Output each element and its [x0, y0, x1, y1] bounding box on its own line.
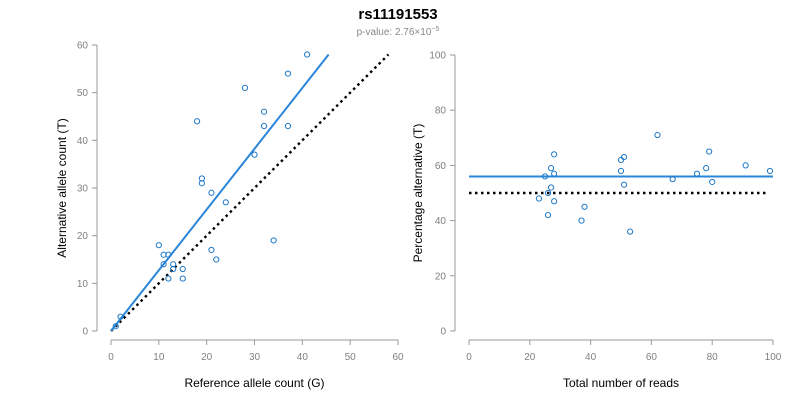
y-tick-label: 60 — [435, 161, 447, 172]
data-point — [620, 154, 628, 161]
x-tick-label: 40 — [297, 352, 309, 363]
data-point — [260, 122, 268, 130]
data-point — [709, 178, 716, 186]
data-point — [117, 313, 124, 320]
y-tick-label: 0 — [82, 327, 88, 338]
x-axis-title: Reference allele count (G) — [184, 376, 324, 390]
x-tick-label: 30 — [249, 352, 261, 363]
data-point — [208, 189, 215, 196]
x-tick-label: 60 — [646, 352, 658, 363]
data-point — [155, 242, 162, 249]
reference-line — [110, 53, 390, 332]
data-point — [669, 176, 676, 183]
x-tick-label: 60 — [392, 352, 404, 363]
x-tick-label: 20 — [201, 352, 213, 363]
data-point — [627, 228, 634, 235]
data-point — [198, 180, 205, 187]
fit-line — [110, 53, 330, 332]
x-tick-label: 100 — [765, 352, 782, 363]
data-point — [241, 84, 249, 92]
x-tick-label: 40 — [585, 352, 597, 363]
data-point — [208, 246, 215, 254]
y-tick-label: 0 — [440, 327, 446, 338]
pvalue-exponent: −5 — [431, 26, 439, 33]
data-point — [213, 256, 220, 263]
data-point — [578, 217, 585, 224]
pvalue-text: p-value: 2.76×10 — [357, 27, 432, 38]
y-axis-title: Alternative allele count (T) — [55, 118, 69, 257]
data-point — [766, 167, 774, 175]
data-point — [194, 118, 201, 125]
data-point — [551, 198, 558, 205]
data-point — [706, 148, 713, 155]
data-point — [703, 165, 710, 172]
data-point — [544, 211, 552, 219]
pvalue-label: p-value: 2.76×10−5 — [357, 26, 440, 38]
data-point — [544, 189, 552, 197]
data-point — [222, 199, 229, 206]
y-tick-label: 20 — [77, 231, 89, 242]
data-point — [284, 70, 292, 77]
data-point — [535, 195, 543, 202]
data-point — [165, 251, 172, 258]
data-point — [112, 323, 119, 330]
y-tick-label: 30 — [77, 184, 89, 195]
data-points — [535, 131, 774, 235]
data-point — [284, 122, 292, 130]
data-point — [260, 108, 268, 115]
x-tick-label: 0 — [108, 352, 114, 363]
data-point — [541, 173, 549, 180]
data-point — [170, 265, 177, 273]
x-tick-label: 50 — [345, 352, 357, 363]
data-point — [654, 131, 661, 139]
data-point — [693, 170, 701, 177]
y-tick-label: 20 — [435, 271, 447, 282]
data-point — [581, 203, 588, 210]
data-points — [112, 51, 311, 330]
data-point — [270, 237, 277, 244]
data-point — [179, 265, 186, 273]
y-tick-label: 40 — [77, 136, 89, 147]
y-tick-label: 50 — [77, 88, 89, 99]
x-axis: 0 20 40 60 80 100 Total number of reads — [466, 339, 782, 390]
data-point — [160, 261, 167, 268]
y-axis-title: Percentage alternative (T) — [411, 124, 425, 263]
y-tick-label: 100 — [429, 51, 446, 62]
figure-title: rs11191553 — [358, 6, 437, 23]
x-axis-title: Total number of reads — [563, 376, 679, 390]
x-axis: 0 10 20 30 40 50 60 Reference allele count (G) — [108, 339, 404, 390]
x-tick-label: 0 — [466, 352, 472, 363]
y-tick-label: 60 — [77, 41, 89, 52]
data-point — [547, 184, 555, 191]
data-point — [617, 167, 625, 175]
percentage-alternative-scatter: 0 20 40 60 80 100 Total number of reads 0 20 40 60… — [411, 51, 782, 391]
data-point — [547, 165, 555, 172]
y-tick-label: 10 — [77, 279, 89, 290]
x-tick-label: 80 — [707, 352, 719, 363]
y-tick-label: 40 — [435, 216, 447, 227]
data-point — [620, 181, 628, 188]
data-point — [551, 170, 558, 177]
data-point — [165, 275, 172, 282]
y-axis: 0 20 40 60 80 100 Percentage alternative (T) — [411, 51, 456, 338]
data-point — [742, 162, 749, 169]
data-point — [251, 151, 258, 158]
y-tick-label: 80 — [435, 106, 447, 117]
x-tick-label: 20 — [524, 352, 536, 363]
data-point — [551, 151, 558, 158]
y-axis: 0 10 20 30 40 50 60 Alternative allele count (T… — [55, 41, 98, 338]
data-point — [179, 275, 186, 282]
x-tick-label: 10 — [153, 352, 165, 363]
data-point — [304, 51, 311, 58]
